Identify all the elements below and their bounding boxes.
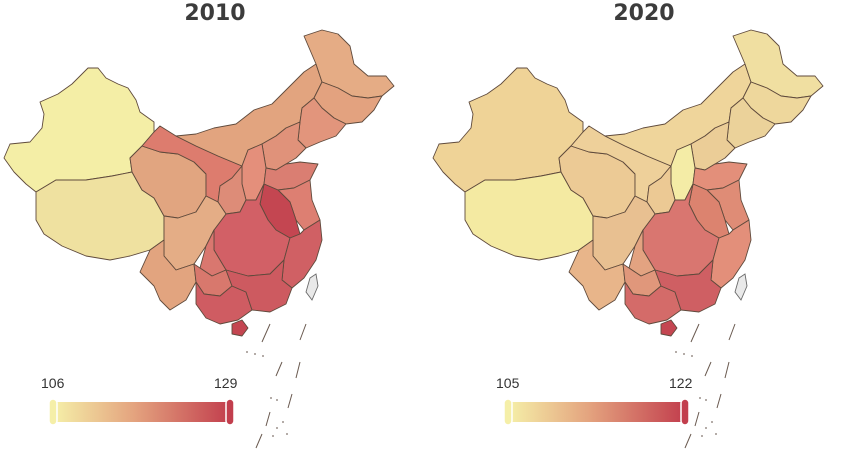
region-taiwan — [734, 273, 748, 301]
legend-max-label: 122 — [669, 375, 693, 391]
region-guangdong[interactable] — [654, 259, 722, 313]
choropleth-map — [432, 29, 824, 449]
legend-max-handle[interactable] — [225, 399, 235, 425]
color-scale-slider[interactable] — [48, 399, 236, 425]
region-hainan[interactable] — [231, 319, 249, 337]
south-sea-islands — [246, 323, 307, 449]
region-taiwan — [305, 273, 319, 301]
region-yunnan[interactable] — [568, 239, 626, 311]
region-yunnan[interactable] — [139, 239, 197, 311]
region-hainan[interactable] — [660, 319, 678, 337]
legend-min-handle[interactable] — [48, 399, 58, 425]
color-scale-slider[interactable] — [503, 399, 691, 425]
legend-min-label: 105 — [496, 375, 520, 391]
south-sea-islands — [675, 323, 736, 449]
legend-max-label: 129 — [214, 375, 238, 391]
map-panel-2010: 2010 106 — [3, 1, 395, 449]
color-scale-gradient — [509, 402, 685, 422]
legend-min-handle[interactable] — [503, 399, 513, 425]
map-panel-2020: 2020 105 — [429, 0, 859, 474]
color-scale-gradient — [54, 402, 230, 422]
map-title: 2010 — [184, 1, 246, 26]
legend-min-label: 106 — [41, 375, 65, 391]
choropleth-map — [3, 29, 395, 449]
map-title: 2020 — [613, 1, 675, 26]
legend-max-handle[interactable] — [680, 399, 690, 425]
region-guangdong[interactable] — [225, 259, 293, 313]
